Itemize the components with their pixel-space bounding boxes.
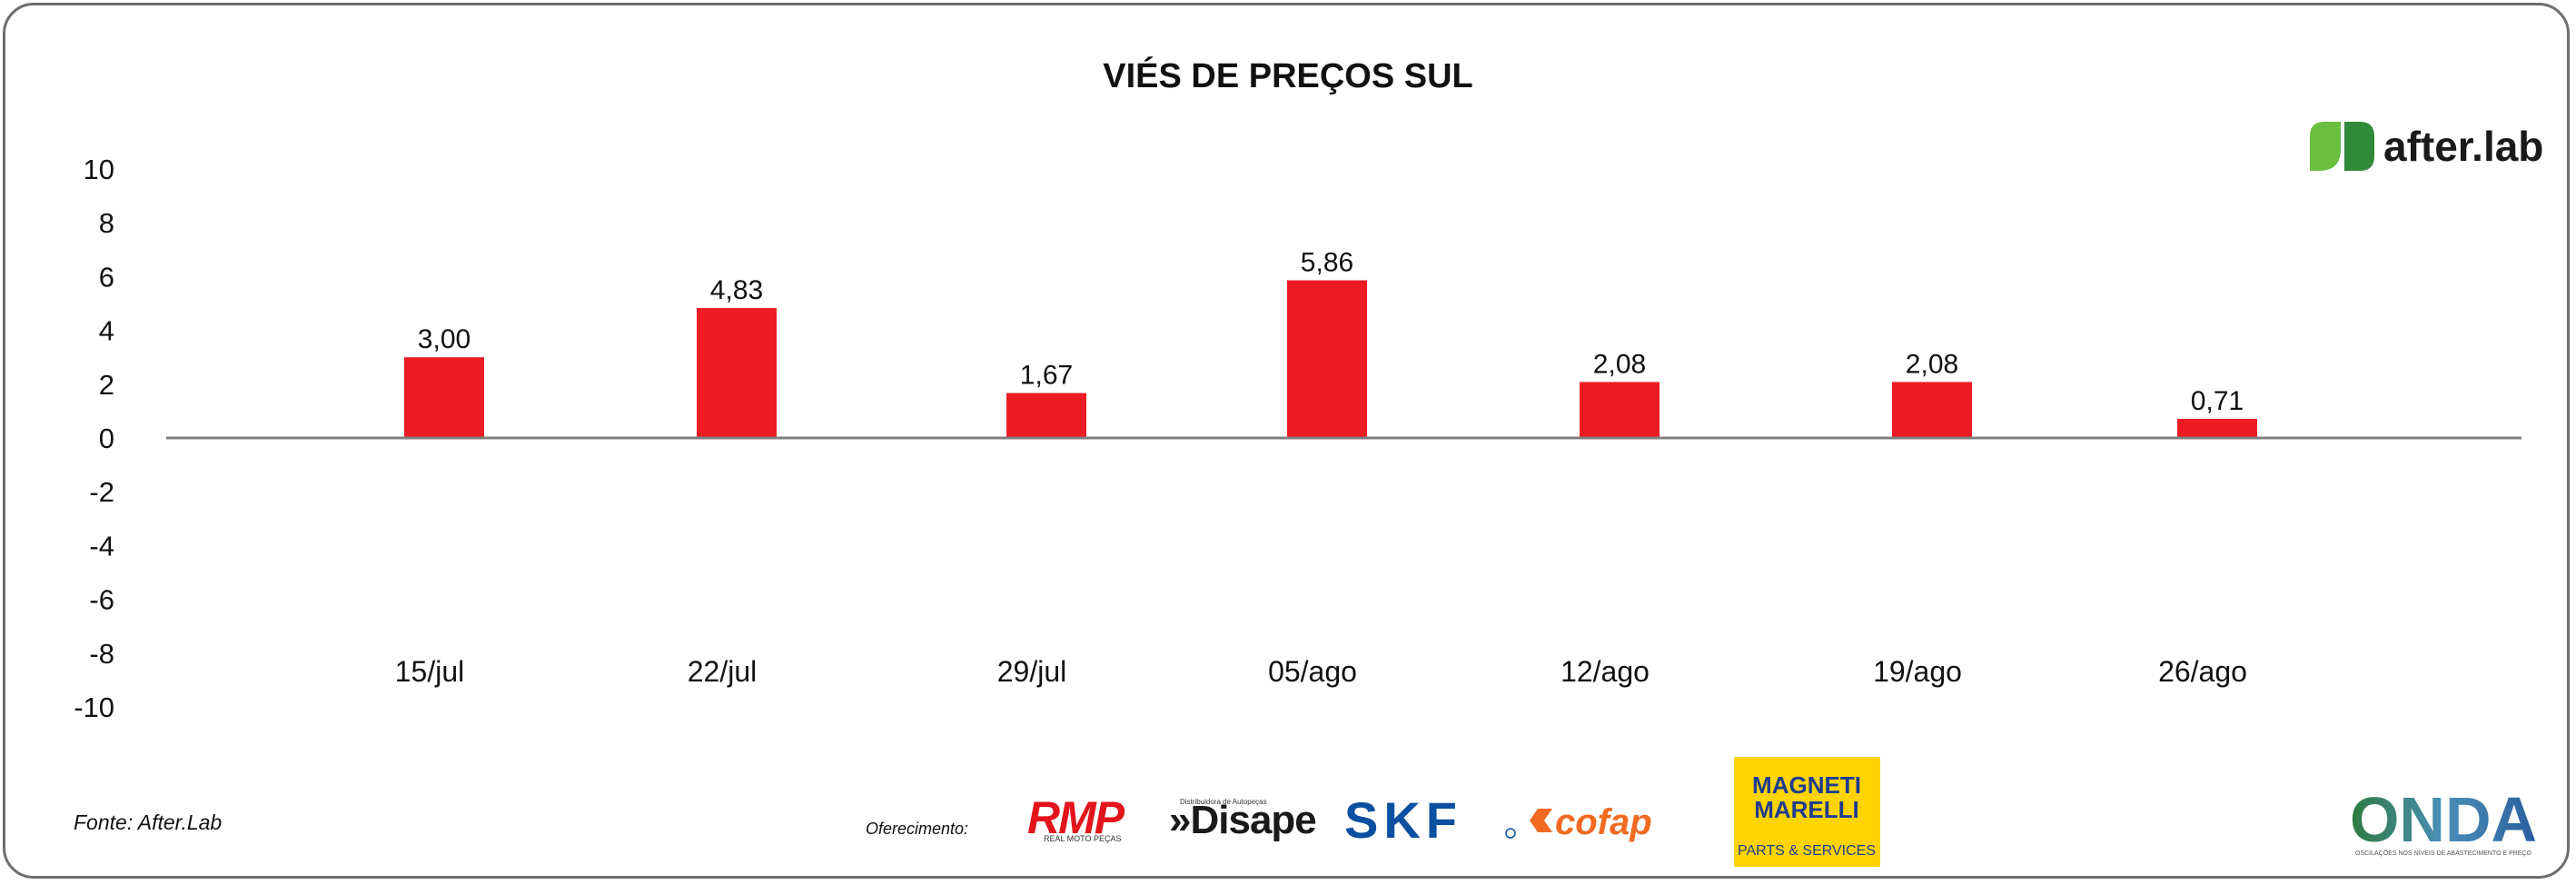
skf-logo: SKF — [1344, 791, 1516, 849]
x-axis: 15/jul 22/jul 29/jul 05/ago 12/ago 19/ago 26/a… — [395, 655, 2247, 688]
cofap-logo: cofap — [1530, 802, 1652, 842]
chart-title: VIÉS DE PREÇOS SUL — [1103, 55, 1473, 95]
cofap-logo-text: cofap — [1555, 802, 1652, 842]
afterlab-logo-text: after.lab — [2383, 123, 2543, 170]
data-label: 3,00 — [418, 324, 471, 354]
afterlab-logo-icon — [2310, 122, 2374, 171]
bars — [404, 280, 2257, 438]
x-tick-label: 22/jul — [688, 655, 758, 688]
data-labels: 3,00 4,83 1,67 5,86 2,08 2,08 0,71 — [418, 248, 2244, 416]
data-label: 0,71 — [2191, 386, 2244, 416]
rmp-logo-text: RMP — [1027, 792, 1125, 843]
bar-12-ago — [1580, 382, 1660, 438]
source-note: Fonte: After.Lab — [74, 810, 222, 834]
y-tick-label: -6 — [89, 584, 114, 616]
chart-frame — [3, 3, 2570, 879]
x-tick-label: 29/jul — [997, 655, 1067, 688]
magneti-marelli-logo: MAGNETI MARELLI PARTS & SERVICES — [1734, 757, 1880, 867]
bar-05-ago — [1287, 280, 1367, 438]
x-tick-label: 05/ago — [1268, 655, 1357, 688]
data-label: 5,86 — [1301, 248, 1353, 278]
x-tick-label: 26/ago — [2158, 655, 2247, 688]
rmp-logo-subtitle: REAL MOTO PEÇAS — [1044, 834, 1122, 843]
rmp-logo: RMP REAL MOTO PEÇAS — [1027, 792, 1127, 843]
y-tick-label: 10 — [84, 154, 114, 185]
onda-logo-text: ONDA — [2350, 784, 2537, 855]
data-label: 2,08 — [1593, 349, 1646, 379]
data-label: 4,83 — [710, 275, 763, 305]
bar-22-jul — [697, 308, 777, 438]
skf-logo-text: SKF — [1344, 791, 1462, 849]
y-tick-label: 8 — [99, 207, 114, 239]
onda-logo: ONDA OSCILAÇÕES NOS NÍVEIS DE ABASTECIME… — [2350, 784, 2537, 857]
bar-15-jul — [404, 357, 484, 438]
magneti-logo-line3: PARTS & SERVICES — [1738, 843, 1876, 859]
onda-logo-subtitle: OSCILAÇÕES NOS NÍVEIS DE ABASTECIMENTO E… — [2355, 849, 2532, 857]
disape-logo-text: »Disape — [1169, 798, 1316, 842]
data-label: 2,08 — [1906, 349, 1958, 379]
y-tick-label: 6 — [99, 261, 114, 293]
cofap-x-icon — [1530, 809, 1552, 832]
magneti-logo-line1: MAGNETI — [1752, 771, 1861, 799]
bar-29-jul — [1006, 393, 1086, 438]
data-label: 1,67 — [1020, 361, 1073, 391]
x-tick-label: 15/jul — [395, 655, 465, 688]
y-tick-label: 4 — [99, 315, 114, 347]
y-tick-label: 2 — [99, 369, 114, 401]
bar-26-ago — [2177, 418, 2257, 438]
magneti-logo-line2: MARELLI — [1754, 796, 1859, 823]
y-tick-label: -4 — [89, 530, 114, 562]
afterlab-logo: after.lab — [2310, 122, 2543, 171]
sponsor-label: Oferecimento: — [866, 820, 968, 838]
y-axis: 10 8 6 4 2 0 -2 -4 -6 -8 -10 — [74, 154, 114, 723]
y-tick-label: -8 — [89, 638, 114, 670]
disape-logo-subtitle: Distribuidora de Autopeças — [1180, 798, 1267, 806]
y-tick-label: -2 — [89, 476, 114, 508]
disape-logo: Distribuidora de Autopeças »Disape — [1169, 798, 1317, 842]
bar-19-ago — [1892, 382, 1972, 438]
y-tick-label: 0 — [99, 423, 114, 454]
y-tick-label: -10 — [74, 691, 114, 723]
x-tick-label: 12/ago — [1560, 655, 1650, 688]
x-tick-label: 19/ago — [1873, 655, 1962, 688]
